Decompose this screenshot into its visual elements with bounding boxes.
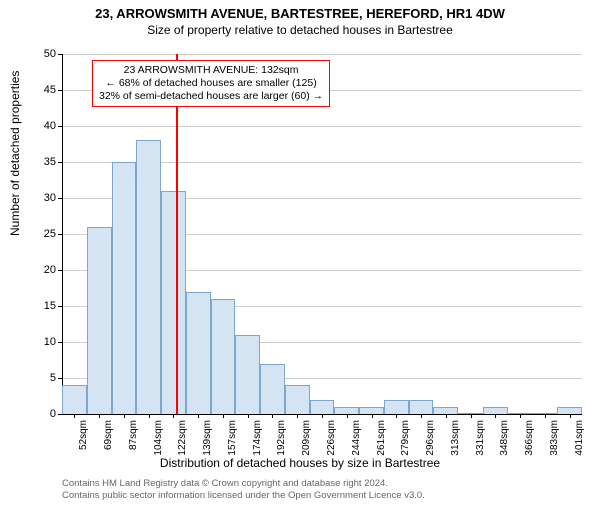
x-tick-label: 244sqm [351,420,362,456]
histogram-bar [87,227,112,414]
x-tick-mark [99,414,100,418]
x-tick-label: 104sqm [153,420,164,456]
x-tick-mark [421,414,422,418]
x-tick-mark [223,414,224,418]
gridline [62,54,582,55]
y-tick-label: 10 [26,336,56,348]
x-tick-mark [124,414,125,418]
x-tick-mark [74,414,75,418]
x-tick-label: 401sqm [574,420,585,456]
histogram-bar [483,407,508,414]
x-tick-mark [297,414,298,418]
y-tick-label: 5 [26,372,56,384]
histogram-bar [384,400,409,414]
x-tick-label: 226sqm [326,420,337,456]
histogram-bar [310,400,335,414]
y-tick-label: 50 [26,48,56,60]
annotation-line: 23 ARROWSMITH AVENUE: 132sqm [99,64,323,77]
y-tick-label: 15 [26,300,56,312]
x-tick-label: 279sqm [400,420,411,456]
x-tick-mark [347,414,348,418]
x-tick-label: 366sqm [524,420,535,456]
x-tick-label: 52sqm [78,420,89,450]
chart-plot-area: 23 ARROWSMITH AVENUE: 132sqm← 68% of det… [62,54,582,414]
footer-line-1: Contains HM Land Registry data © Crown c… [62,478,425,490]
histogram-bar [161,191,186,414]
x-tick-label: 296sqm [425,420,436,456]
x-tick-mark [396,414,397,418]
x-axis-label: Distribution of detached houses by size … [0,456,600,470]
x-tick-label: 261sqm [376,420,387,456]
x-tick-label: 87sqm [128,420,139,450]
chart-title-main: 23, ARROWSMITH AVENUE, BARTESTREE, HEREF… [0,6,600,21]
x-tick-mark [545,414,546,418]
histogram-bar [359,407,384,414]
histogram-bar [112,162,137,414]
histogram-bar [285,385,310,414]
x-tick-label: 157sqm [227,420,238,456]
x-tick-mark [248,414,249,418]
x-tick-mark [198,414,199,418]
y-tick-label: 35 [26,156,56,168]
histogram-bar [433,407,458,414]
histogram-bar [186,292,211,414]
histogram-bar [409,400,434,414]
x-tick-label: 139sqm [202,420,213,456]
x-tick-mark [471,414,472,418]
gridline [62,126,582,127]
annotation-box: 23 ARROWSMITH AVENUE: 132sqm← 68% of det… [92,60,330,107]
x-tick-label: 313sqm [450,420,461,456]
x-tick-mark [446,414,447,418]
x-tick-label: 348sqm [499,420,510,456]
histogram-bar [235,335,260,414]
y-axis-label: Number of detached properties [8,71,22,236]
histogram-bar [334,407,359,414]
plot-region: 23 ARROWSMITH AVENUE: 132sqm← 68% of det… [62,54,582,414]
y-tick-label: 20 [26,264,56,276]
footer-attribution: Contains HM Land Registry data © Crown c… [62,478,425,502]
histogram-bar [136,140,161,414]
histogram-bar [260,364,285,414]
histogram-bar [62,385,87,414]
x-tick-mark [173,414,174,418]
x-tick-mark [322,414,323,418]
y-axis-line [62,54,63,414]
x-tick-mark [372,414,373,418]
x-tick-mark [570,414,571,418]
x-tick-mark [520,414,521,418]
histogram-bar [211,299,236,414]
annotation-line: 32% of semi-detached houses are larger (… [99,90,323,103]
footer-line-2: Contains public sector information licen… [62,490,425,502]
x-tick-label: 209sqm [301,420,312,456]
y-tick-label: 0 [26,408,56,420]
x-tick-label: 69sqm [103,420,114,450]
property-marker-line [176,54,178,414]
y-tick-label: 25 [26,228,56,240]
x-tick-label: 174sqm [252,420,263,456]
annotation-line: ← 68% of detached houses are smaller (12… [99,77,323,90]
y-tick-label: 40 [26,120,56,132]
histogram-bar [557,407,582,414]
x-tick-label: 383sqm [549,420,560,456]
x-tick-mark [495,414,496,418]
y-tick-label: 45 [26,84,56,96]
x-tick-label: 192sqm [276,420,287,456]
x-tick-label: 122sqm [177,420,188,456]
x-tick-mark [272,414,273,418]
x-tick-mark [149,414,150,418]
y-tick-label: 30 [26,192,56,204]
chart-title-sub: Size of property relative to detached ho… [0,23,600,37]
x-tick-label: 331sqm [475,420,486,456]
